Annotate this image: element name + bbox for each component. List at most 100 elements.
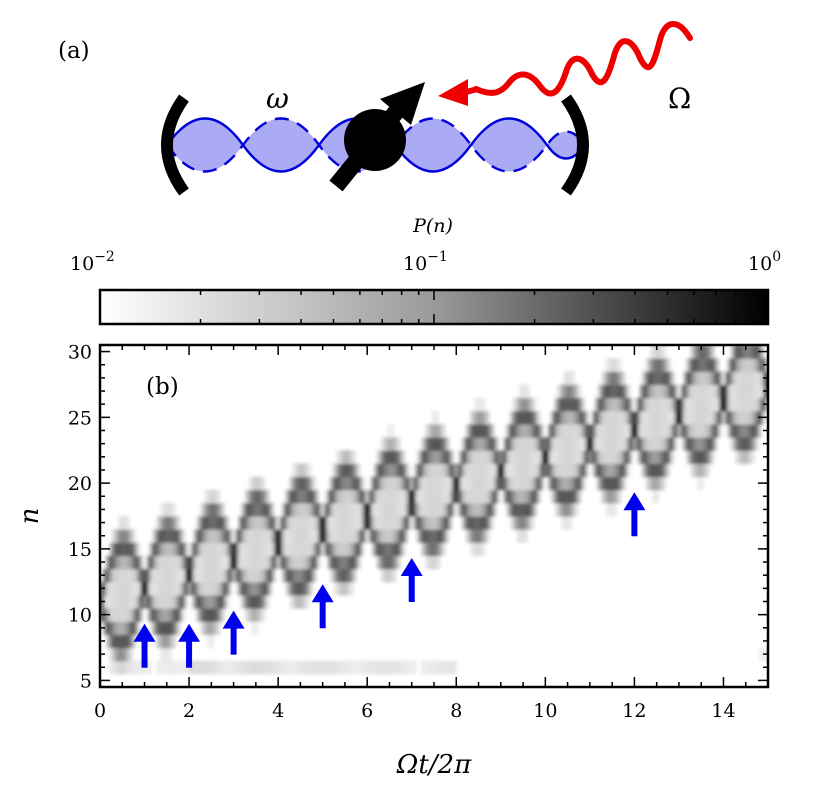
heatmap-cell <box>309 660 313 675</box>
heatmap-cell <box>108 542 112 557</box>
heatmap-cell <box>696 410 700 425</box>
heatmap-cell <box>578 489 582 504</box>
heatmap-cell <box>353 568 357 583</box>
heatmap-cell <box>698 345 702 359</box>
heatmap-cell <box>694 358 698 372</box>
heatmap-cell <box>304 516 308 530</box>
heatmap-cell <box>242 529 246 543</box>
x-tick-label: 2 <box>183 700 195 722</box>
heatmap-cell <box>373 476 377 491</box>
heatmap-cell <box>169 542 172 557</box>
heatmap-cell <box>360 516 364 530</box>
heatmap-cell <box>739 450 742 464</box>
heatmap-cell <box>226 555 230 570</box>
heatmap-cell <box>155 621 159 635</box>
heatmap-cell <box>658 463 662 478</box>
heatmap-cell <box>614 371 618 386</box>
heatmap-cell <box>273 542 277 557</box>
heatmap-cell <box>609 489 613 504</box>
heatmap-cell <box>320 516 324 530</box>
heatmap-cell <box>211 621 215 635</box>
heatmap-cell <box>111 660 114 675</box>
heatmap-cell <box>694 463 698 478</box>
heatmap-cell <box>166 516 170 530</box>
heatmap-cell <box>213 502 217 517</box>
panel-a-label: (a) <box>58 38 90 64</box>
heatmap-cell <box>117 542 121 557</box>
heatmap-cell <box>485 489 489 504</box>
heatmap-cell <box>353 542 357 557</box>
heatmap-cell <box>393 542 397 557</box>
heatmap-cell <box>507 476 511 491</box>
heatmap-cell <box>144 594 148 609</box>
heatmap-cell <box>197 529 201 543</box>
heatmap-cell <box>438 502 442 517</box>
heatmap-cell <box>525 489 529 504</box>
heatmap-cell <box>456 463 460 478</box>
heatmap-cell <box>580 437 584 451</box>
heatmap-cell <box>336 581 339 596</box>
heatmap-cell <box>752 423 756 438</box>
heatmap-cell <box>302 476 306 491</box>
heatmap-cell <box>638 410 642 425</box>
heatmap-cell <box>661 397 664 412</box>
heatmap-cell <box>351 529 355 543</box>
heatmap-cell <box>440 476 444 491</box>
heatmap-cell <box>400 489 404 504</box>
heatmap-cell <box>233 660 237 675</box>
heatmap-cell <box>730 397 733 412</box>
heatmap-cell <box>385 660 388 675</box>
heatmap-cell <box>333 516 337 530</box>
heatmap-cell <box>364 502 368 517</box>
heatmap-cell <box>556 450 560 464</box>
heatmap-cell <box>440 660 444 675</box>
heatmap-cell <box>396 450 399 464</box>
heatmap-cell <box>108 621 112 635</box>
heatmap-cell <box>202 568 206 583</box>
heatmap-cell <box>113 529 117 543</box>
heatmap-cell <box>661 450 664 464</box>
heatmap-cell <box>385 542 388 557</box>
heatmap-cell <box>111 542 114 557</box>
heatmap-cell <box>387 660 391 675</box>
heatmap-cell <box>291 476 295 491</box>
heatmap-cell <box>382 437 386 451</box>
heatmap-cell <box>427 660 431 675</box>
heatmap-cell <box>387 489 391 504</box>
heatmap-cell <box>169 516 172 530</box>
heatmap-cell <box>623 384 627 399</box>
heatmap-cell <box>275 660 279 675</box>
heatmap-cell <box>507 489 511 504</box>
heatmap-cell <box>137 555 141 570</box>
heatmap-cell <box>516 516 520 530</box>
heatmap-cell <box>209 489 212 504</box>
heatmap-cell <box>180 529 183 543</box>
heatmap-cell <box>750 410 754 425</box>
heatmap-cell <box>405 476 408 491</box>
heatmap-cell <box>387 568 391 583</box>
heatmap-cell <box>240 555 244 570</box>
heatmap-cell <box>462 476 466 491</box>
heatmap-cell <box>155 594 159 609</box>
x-tick-label: 10 <box>533 700 557 722</box>
heatmap-cell <box>182 581 186 596</box>
heatmap-cell <box>420 502 424 517</box>
heatmap-cell <box>482 437 486 451</box>
heatmap-cell <box>476 423 480 438</box>
heatmap-cell <box>124 660 128 675</box>
heatmap-cell <box>309 489 313 504</box>
heatmap-cell <box>703 423 707 438</box>
heatmap-cell <box>111 529 114 543</box>
heatmap-cell <box>376 463 379 478</box>
heatmap-cell <box>215 660 219 675</box>
heatmap-cell <box>676 423 680 438</box>
heatmap-cell <box>565 397 569 412</box>
heatmap-cell <box>209 555 212 570</box>
heatmap-cell <box>287 529 290 543</box>
heatmap-cell <box>663 397 667 412</box>
heatmap-cell <box>293 463 297 478</box>
heatmap-cell <box>427 555 431 570</box>
heatmap-cell <box>409 516 413 530</box>
heatmap-cell <box>471 502 475 517</box>
heatmap-cell <box>529 502 533 517</box>
